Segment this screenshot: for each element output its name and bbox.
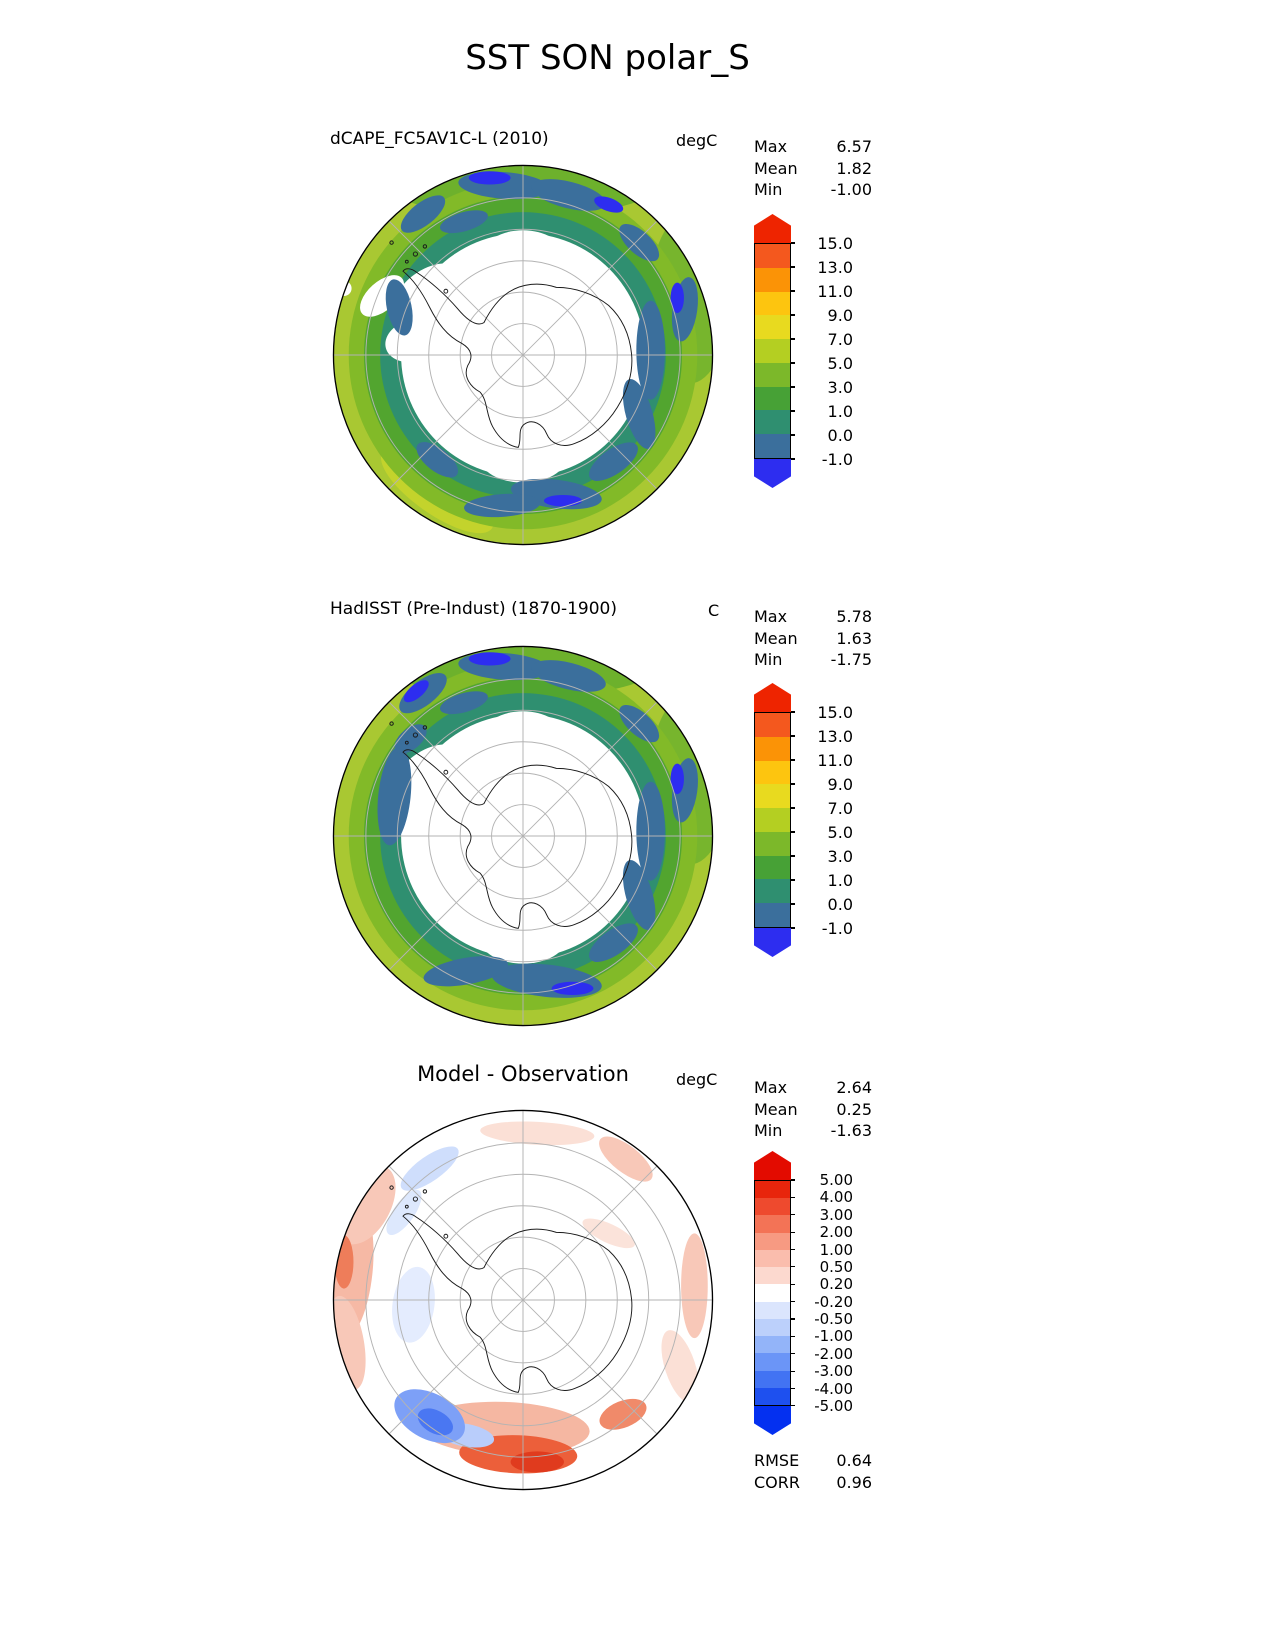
panel3-colorbar: 5.00 4.00 3.00 2.00 1.00 0.50 0.20 -0.20 -0.50 -1… [754, 1151, 853, 1435]
map-boundary [332, 1109, 714, 1491]
graticule [333, 165, 713, 545]
stat-row: Min -1.00 [754, 179, 872, 201]
stat-label: Min [754, 1121, 783, 1140]
stat-label: Mean [754, 1099, 798, 1119]
stat-label: Min [754, 180, 783, 199]
ocean-fill [333, 165, 713, 545]
graticule [333, 1110, 713, 1490]
stat-row: Mean 1.63 [754, 628, 872, 650]
stat-value: 5.78 [836, 607, 872, 626]
stat-label: Max [754, 607, 788, 626]
figure-title: SST SON polar_S [465, 38, 750, 78]
stat-value: 2.64 [836, 1078, 872, 1097]
panel2-stats: Max 5.78 Mean 1.63 Min -1.75 [754, 606, 872, 671]
colorbar-arrow-down-icon [754, 928, 791, 957]
stat-row: RMSE 0.64 [754, 1450, 872, 1472]
panel3-title: Model - Observation [417, 1062, 629, 1086]
panel2-colorbar: 15.0 13.0 11.0 9.0 7.0 5.0 3.0 1.0 0.0 -1.0 [754, 683, 853, 957]
colorbar-bar [754, 243, 791, 459]
panel3-map [323, 1100, 723, 1500]
panel1-title: dCAPE_FC5AV1C-L (2010) [330, 129, 549, 149]
stat-row: Min -1.75 [754, 649, 872, 671]
colorbar-arrow-up-icon [754, 214, 791, 243]
stat-value: 0.25 [836, 1099, 872, 1119]
colorbar-tick-labels: 5.00 4.00 3.00 2.00 1.00 0.50 0.20 -0.20 -0.50 -1… [791, 1171, 853, 1415]
graticule [333, 646, 713, 1026]
colorbar-arrow-down-icon [754, 459, 791, 488]
polar-map-model [332, 164, 714, 546]
colorbar-bar [754, 712, 791, 928]
stat-label: CORR [754, 1472, 800, 1492]
colorbar-arrow-up-icon [754, 683, 791, 712]
colorbar-bar [754, 1180, 791, 1406]
stat-row: CORR 0.96 [754, 1472, 872, 1494]
stat-label: Max [754, 1078, 788, 1097]
stat-value: -1.63 [830, 1121, 872, 1140]
stat-value: 1.63 [836, 628, 872, 648]
panel1-stats: Max 6.57 Mean 1.82 Min -1.00 [754, 136, 872, 201]
panel1-colorbar: 15.0 13.0 11.0 9.0 7.0 5.0 3.0 1.0 0.0 -1.0 [754, 214, 853, 488]
stat-label: RMSE [754, 1451, 800, 1470]
stat-row: Mean 1.82 [754, 158, 872, 180]
stat-row: Min -1.63 [754, 1120, 872, 1142]
colorbar-tick-labels: 15.0 13.0 11.0 9.0 7.0 5.0 3.0 1.0 0.0 -1.0 [791, 233, 853, 469]
stat-value: 1.82 [836, 158, 872, 178]
stat-row: Max 6.57 [754, 136, 872, 158]
panel2-title: HadISST (Pre-Indust) (1870-1900) [330, 599, 618, 619]
colorbar-tick-labels: 15.0 13.0 11.0 9.0 7.0 5.0 3.0 1.0 0.0 -1.0 [791, 702, 853, 938]
stat-label: Max [754, 137, 788, 156]
stat-value: -1.75 [830, 650, 872, 669]
panel1-units: degC [676, 131, 718, 150]
stat-label: Min [754, 650, 783, 669]
colorbar-arrow-down-icon [754, 1406, 791, 1435]
panel1-map [323, 155, 723, 555]
stat-row: Mean 0.25 [754, 1099, 872, 1121]
stat-value: 0.96 [836, 1472, 872, 1492]
map-boundary [332, 645, 714, 1027]
stat-label: Mean [754, 628, 798, 648]
stat-value: 6.57 [836, 137, 872, 156]
panel2-map [323, 636, 723, 1036]
stat-row: Max 2.64 [754, 1077, 872, 1099]
stat-value: -1.00 [830, 180, 872, 199]
panel3-units: degC [676, 1070, 718, 1089]
stat-label: Mean [754, 158, 798, 178]
stat-value: 0.64 [836, 1451, 872, 1470]
panel3-stats: Max 2.64 Mean 0.25 Min -1.63 [754, 1077, 872, 1142]
colorbar-arrow-up-icon [754, 1151, 791, 1180]
map-boundary [332, 164, 714, 546]
panel2-units: C [708, 601, 720, 620]
stat-row: Max 5.78 [754, 606, 872, 628]
polar-map-observation [332, 645, 714, 1027]
polar-map-difference [332, 1109, 714, 1491]
difference-metrics: RMSE 0.64 CORR 0.96 [754, 1450, 872, 1493]
